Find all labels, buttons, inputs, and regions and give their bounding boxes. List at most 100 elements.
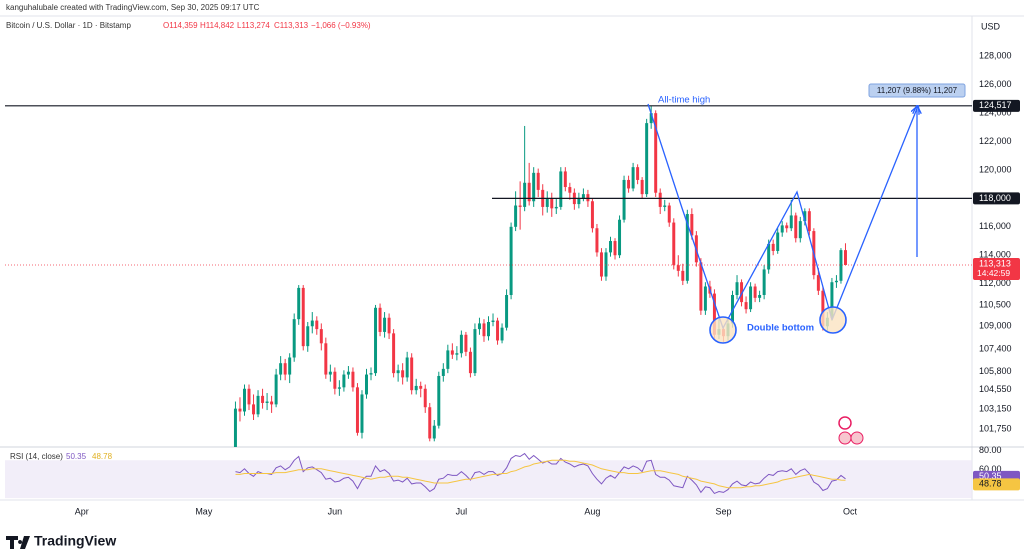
- candle-body: [419, 385, 423, 389]
- x-tick-label: May: [195, 506, 213, 516]
- logo: [6, 536, 30, 549]
- candle-body: [233, 408, 237, 447]
- candle-body: [383, 317, 387, 332]
- y-tick-label: 120,000: [979, 164, 1012, 174]
- candle-body: [627, 179, 631, 189]
- y-tick-label: 109,000: [979, 321, 1012, 331]
- axes: Apr May Jun Jul Aug Sep Oct 128,000 126,000 124,0…: [75, 51, 1020, 516]
- candle-body: [599, 252, 603, 277]
- candle-body: [645, 123, 649, 195]
- candle-body: [333, 371, 337, 389]
- candle-body: [672, 222, 676, 266]
- candle-body: [803, 211, 807, 222]
- candle-body: [428, 407, 432, 439]
- candle-body: [310, 320, 314, 327]
- y-tick-label: 107,400: [979, 343, 1012, 353]
- candle-body: [450, 350, 454, 355]
- candle-body: [491, 320, 495, 322]
- candle-body: [568, 187, 572, 193]
- candle-body: [355, 387, 359, 433]
- candle-body: [559, 171, 563, 207]
- candle-body: [703, 286, 707, 311]
- candle-body: [468, 351, 472, 374]
- last-price-label: 113,313: [979, 258, 1011, 268]
- candle-body: [437, 375, 441, 426]
- x-tick-label: Jun: [328, 506, 343, 516]
- candle-body: [545, 198, 549, 207]
- candle-body: [563, 171, 567, 188]
- event-icon[interactable]: [838, 416, 852, 430]
- candle-body: [744, 302, 748, 310]
- event-icon[interactable]: [838, 431, 852, 445]
- candle-body: [473, 329, 477, 374]
- candle-body: [735, 282, 739, 296]
- candle-body: [396, 370, 400, 374]
- candle-body: [369, 373, 373, 375]
- candle-body: [405, 357, 409, 378]
- rsi-title: RSI (14, close): [10, 452, 63, 461]
- candle-body: [441, 368, 445, 376]
- candle-body: [301, 287, 305, 347]
- x-tick-label: Sep: [715, 506, 731, 516]
- candle-body: [242, 388, 246, 412]
- measure-label: 11,207 (9.88%) 11,207: [877, 86, 958, 95]
- credit: kanguhalubale created with TradingView.c…: [6, 3, 260, 12]
- y-tick-label: 112,000: [979, 278, 1011, 288]
- candle-body: [631, 167, 635, 189]
- event-icon[interactable]: [850, 431, 864, 445]
- candle-body: [315, 320, 319, 330]
- y-tick-label: 103,150: [979, 404, 1012, 414]
- level-label: 124,517: [979, 100, 1012, 110]
- candle-body: [762, 269, 766, 296]
- candle-body: [324, 343, 328, 375]
- candle-body: [685, 214, 689, 281]
- y-tick-label: 116,000: [979, 221, 1011, 231]
- rsi-lines: [235, 452, 846, 495]
- candle-body: [690, 214, 694, 236]
- candle-body: [477, 323, 481, 330]
- high: H114,842: [200, 21, 235, 30]
- candle-body: [789, 215, 793, 229]
- candle-body: [622, 179, 626, 220]
- level-label: 118,000: [979, 193, 1011, 203]
- y-tick-label: 124,000: [979, 108, 1012, 118]
- rsi-line: [235, 452, 846, 495]
- candle-body: [699, 262, 703, 311]
- x-tick-label: Apr: [75, 506, 89, 516]
- candle-body: [238, 408, 242, 412]
- candle-body: [505, 295, 509, 328]
- y-tick-label: 126,000: [979, 79, 1012, 89]
- candle-body: [654, 113, 658, 193]
- candle-body: [365, 374, 368, 395]
- rsi-legend: RSI (14, close) 50.35 48.78: [10, 452, 113, 461]
- candle-body: [509, 226, 513, 296]
- rsi-ma-line: [235, 459, 846, 489]
- currency: USD: [981, 21, 1001, 31]
- candle-body: [767, 243, 771, 270]
- change: −1,066 (−0.93%): [311, 21, 371, 30]
- symbol: Bitcoin / U.S. Dollar · 1D · Bitstamp: [6, 21, 131, 30]
- rsi-tick-label: 60.00: [979, 464, 1002, 474]
- candle-body: [283, 363, 287, 375]
- candle-body: [351, 371, 355, 388]
- candle-body: [676, 265, 680, 271]
- candle-body: [712, 293, 716, 335]
- candle-body: [590, 201, 594, 229]
- candle-body: [550, 198, 554, 209]
- candle-body: [663, 205, 667, 207]
- candle-body: [830, 282, 834, 318]
- target-arrow: [831, 106, 918, 321]
- candle-body: [319, 329, 323, 344]
- candle-body: [609, 241, 612, 253]
- y-tick-label: 122,000: [979, 136, 1012, 146]
- double-bottom-label: Double bottom: [747, 323, 814, 334]
- x-tick-label: Aug: [584, 506, 600, 516]
- candle-body: [378, 307, 382, 332]
- x-tick-label: Jul: [456, 506, 468, 516]
- candle-body: [586, 194, 590, 202]
- candle-body: [423, 388, 427, 408]
- candle-body: [577, 198, 581, 205]
- candle-body: [261, 395, 265, 403]
- candle-body: [252, 404, 256, 415]
